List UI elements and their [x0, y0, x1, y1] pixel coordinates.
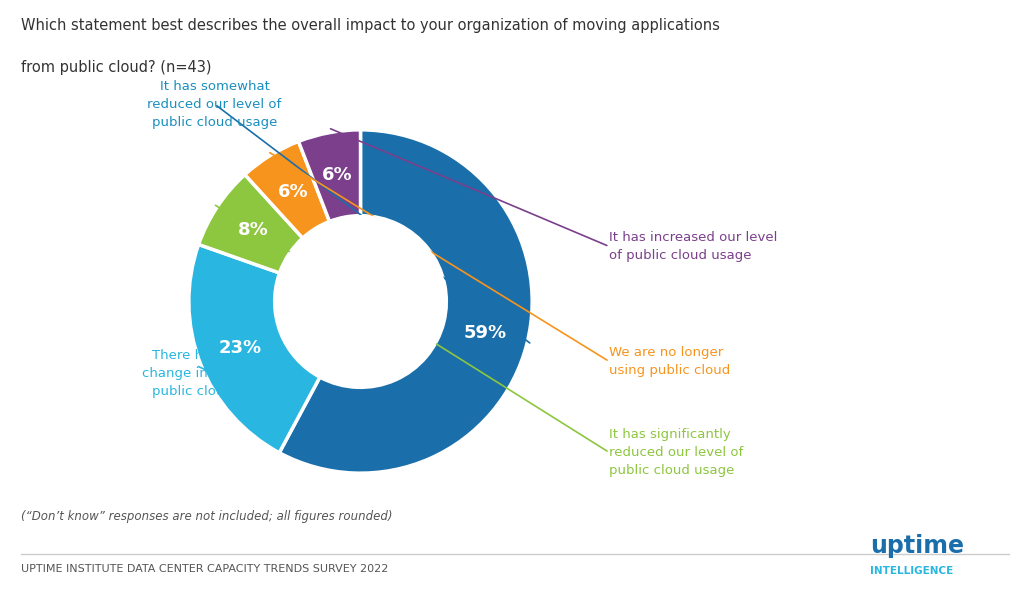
Text: from public cloud? (n=43): from public cloud? (n=43): [21, 60, 211, 75]
Circle shape: [275, 216, 446, 387]
Text: 23%: 23%: [219, 339, 262, 357]
Text: It has somewhat
reduced our level of
public cloud usage: It has somewhat reduced our level of pub…: [147, 80, 282, 128]
Text: Which statement best describes the overall impact to your organization of moving: Which statement best describes the overa…: [21, 18, 720, 33]
Text: INTELLIGENCE: INTELLIGENCE: [870, 566, 954, 576]
Wedge shape: [279, 130, 533, 473]
Text: 8%: 8%: [238, 221, 269, 239]
Text: There has been no
change in our level of
public cloud usage: There has been no change in our level of…: [142, 349, 287, 398]
Text: (“Don’t know” responses are not included; all figures rounded): (“Don’t know” responses are not included…: [21, 510, 392, 523]
Text: It has increased our level
of public cloud usage: It has increased our level of public clo…: [610, 231, 778, 262]
Text: We are no longer
using public cloud: We are no longer using public cloud: [610, 346, 730, 377]
Text: UPTIME INSTITUTE DATA CENTER CAPACITY TRENDS SURVEY 2022: UPTIME INSTITUTE DATA CENTER CAPACITY TR…: [21, 564, 388, 574]
Wedge shape: [299, 130, 360, 221]
Wedge shape: [188, 244, 320, 453]
Text: It has significantly
reduced our level of
public cloud usage: It has significantly reduced our level o…: [610, 428, 744, 477]
Wedge shape: [199, 175, 303, 273]
Text: 59%: 59%: [464, 324, 507, 342]
Text: uptime: uptime: [870, 534, 964, 558]
Text: 6%: 6%: [321, 166, 352, 184]
Wedge shape: [245, 142, 330, 238]
Text: 6%: 6%: [277, 183, 308, 201]
